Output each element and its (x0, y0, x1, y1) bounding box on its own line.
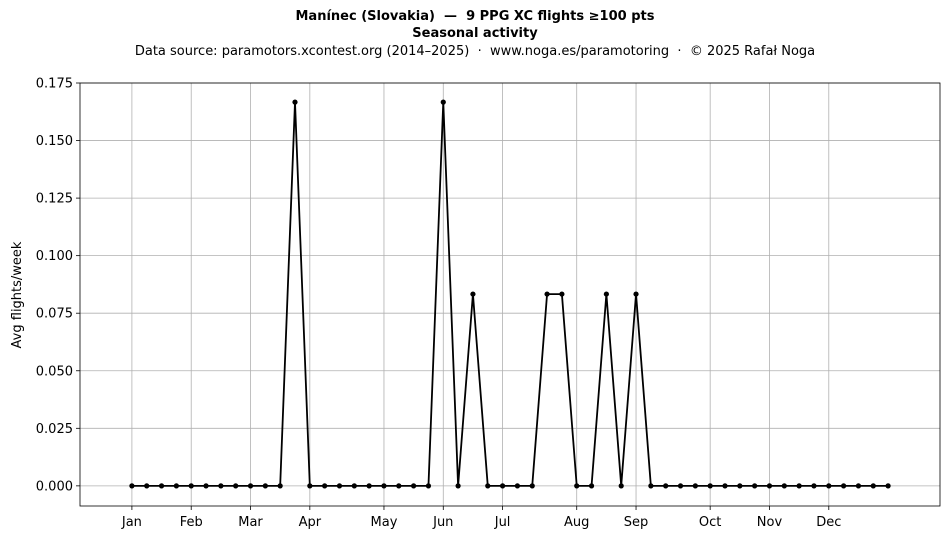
data-point (470, 291, 476, 297)
y-tick-label: 0.125 (36, 192, 73, 207)
y-tick-label: 0.075 (36, 307, 73, 322)
x-tick-label-oct: Oct (699, 515, 721, 530)
data-point (885, 483, 891, 489)
data-point (870, 483, 876, 489)
x-tick-label-jun: Jun (432, 515, 453, 530)
x-tick-label-jul: Jul (494, 515, 511, 530)
chart-title: Manínec (Slovakia) — 9 PPG XC flights ≥1… (295, 9, 655, 24)
data-point (559, 291, 565, 297)
plot-frame (79, 82, 941, 507)
data-point (307, 483, 313, 489)
data-point (411, 483, 417, 489)
x-tick-label-sep: Sep (624, 515, 649, 530)
data-point (722, 483, 728, 489)
y-axis-label: Avg flights/week (10, 241, 25, 348)
x-tick-label-jan: Jan (121, 515, 142, 530)
data-point (855, 483, 862, 489)
x-tick-label-may: May (371, 515, 398, 530)
data-point (366, 483, 372, 489)
data-point (203, 483, 209, 489)
data-point (277, 483, 283, 489)
data-point (218, 483, 224, 489)
data-point (514, 483, 521, 489)
data-point (144, 483, 150, 489)
data-point (633, 291, 639, 297)
y-tick-label: 0.025 (36, 422, 73, 437)
title-block: Manínec (Slovakia) — 9 PPG XC flights ≥1… (0, 8, 950, 60)
data-point (396, 483, 402, 489)
data-point (262, 483, 268, 489)
y-tick-label: 0.050 (36, 364, 73, 379)
data-point (173, 483, 179, 489)
data-point (811, 483, 817, 489)
data-point (233, 483, 239, 489)
data-point (737, 483, 743, 489)
data-point (336, 483, 343, 489)
x-tick-label-dec: Dec (816, 515, 841, 530)
data-point (188, 483, 194, 489)
series-layer (131, 101, 889, 487)
data-point (499, 483, 506, 489)
x-tick-label-aug: Aug (564, 515, 589, 530)
y-tick-label: 0.100 (36, 249, 73, 264)
data-point (841, 483, 847, 489)
data-point (425, 483, 432, 489)
data-point (292, 99, 298, 105)
data-point (129, 483, 135, 489)
data-point (351, 483, 357, 489)
data-point (588, 483, 595, 489)
data-point (574, 483, 580, 489)
data-point (247, 483, 254, 489)
y-tick-label: 0.175 (36, 77, 73, 92)
data-point (381, 483, 387, 489)
data-point (781, 483, 787, 489)
data-point (663, 483, 669, 489)
axis-layer: 0.000 0.025 0.050 0.075 0.100 0.125 0.150 0.175… (36, 77, 941, 530)
x-tick-label-mar: Mar (238, 515, 263, 530)
y-tick-label: 0.000 (36, 479, 73, 494)
data-point (544, 291, 550, 297)
y-tick-label: 0.150 (36, 134, 73, 149)
x-tick-label-apr: Apr (299, 515, 322, 530)
data-point (603, 291, 609, 297)
data-point (796, 483, 802, 489)
data-point (618, 483, 624, 489)
data-point (485, 483, 491, 489)
chart-subtitle: Seasonal activity (412, 26, 538, 41)
data-point (440, 99, 446, 105)
x-tick-label-feb: Feb (180, 515, 203, 530)
data-point (677, 483, 684, 489)
data-point (826, 483, 832, 489)
series-line-0 (131, 101, 889, 487)
grid-layer (80, 82, 940, 506)
data-point (766, 483, 773, 489)
data-point (707, 483, 713, 489)
data-point (158, 483, 165, 489)
data-point (529, 483, 535, 489)
data-point (692, 483, 698, 489)
x-tick-label-nov: Nov (757, 515, 783, 530)
data-point (455, 483, 461, 489)
data-source-note: Data source: paramotors.xcontest.org (20… (134, 44, 816, 59)
data-point (648, 483, 654, 489)
point-layer (129, 99, 891, 489)
data-point (752, 483, 758, 489)
data-point (322, 483, 328, 489)
